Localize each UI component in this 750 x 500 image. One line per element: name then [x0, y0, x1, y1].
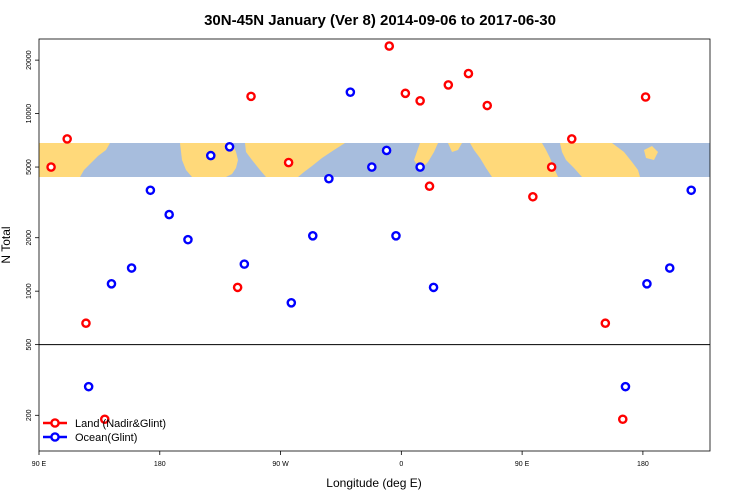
x-tick-label: 90 W [272, 461, 289, 468]
point-ocean [642, 279, 652, 289]
point-land [600, 318, 611, 329]
point-ocean [381, 145, 392, 156]
legend-label-ocean: Ocean(Glint) [75, 432, 137, 444]
point-land [46, 162, 56, 172]
legend-label-land: Land (Nadir&Glint) [75, 418, 166, 430]
point-land [283, 157, 294, 168]
x-tick-label: 90 E [32, 461, 47, 468]
y-tick-label: 5000 [26, 159, 33, 175]
point-land [400, 88, 411, 99]
point-ocean [415, 162, 425, 172]
point-land [443, 80, 454, 90]
chart-title: 30N-45N January (Ver 8) 2014-09-06 to 20… [204, 12, 556, 29]
x-tick-label: 180 [154, 461, 166, 468]
point-ocean [205, 150, 216, 161]
point-ocean [367, 162, 377, 172]
point-ocean [324, 173, 334, 184]
y-axis: 200 500 1000 2000 5000 10000 20000 [26, 50, 39, 421]
point-land [415, 96, 425, 106]
point-land [482, 100, 493, 111]
point-ocean [106, 279, 117, 289]
x-tick-label: 180 [637, 461, 649, 468]
y-tick-label: 20000 [26, 50, 33, 70]
point-ocean [239, 259, 250, 269]
y-tick-label: 1000 [26, 283, 33, 299]
point-ocean [224, 142, 235, 152]
legend-marker-land [50, 418, 60, 428]
point-land [81, 318, 91, 329]
point-land [246, 91, 256, 102]
point-ocean [345, 87, 356, 97]
map-landmasses [39, 143, 658, 177]
plot-frame [38, 38, 711, 452]
x-axis-label: Longitude (deg E) [326, 476, 421, 490]
point-ocean [428, 282, 439, 293]
map-background-band [39, 143, 710, 177]
point-land [424, 181, 435, 192]
point-ocean [183, 234, 193, 245]
point-ocean [145, 185, 156, 196]
data-points [46, 41, 697, 425]
x-axis: 90 E 180 90 W 0 90 E 180 [32, 451, 649, 468]
point-ocean [83, 381, 94, 392]
point-land [528, 191, 538, 202]
point-land [384, 41, 395, 51]
point-land [232, 282, 243, 293]
x-tick-label: 0 [399, 461, 403, 468]
point-ocean [286, 298, 297, 308]
point-land [617, 414, 628, 425]
y-tick-label: 500 [26, 339, 33, 351]
point-ocean [126, 263, 137, 273]
y-axis-label: N Total [0, 226, 13, 263]
y-tick-label: 10000 [26, 104, 33, 124]
point-land [62, 134, 72, 144]
point-ocean [164, 209, 174, 220]
point-ocean [307, 231, 318, 241]
legend: Land (Nadir&Glint) Ocean(Glint) [43, 418, 166, 444]
point-ocean [686, 185, 697, 196]
point-ocean [620, 381, 631, 392]
point-land [546, 162, 557, 172]
point-land [566, 134, 577, 144]
point-land [640, 92, 651, 102]
y-tick-label: 2000 [26, 230, 33, 246]
point-ocean [664, 263, 675, 273]
x-tick-label: 90 E [515, 461, 530, 468]
point-ocean [391, 231, 401, 241]
y-tick-label: 200 [26, 409, 33, 421]
legend-marker-ocean [50, 432, 60, 442]
point-land [463, 68, 474, 79]
point-land [99, 414, 110, 425]
